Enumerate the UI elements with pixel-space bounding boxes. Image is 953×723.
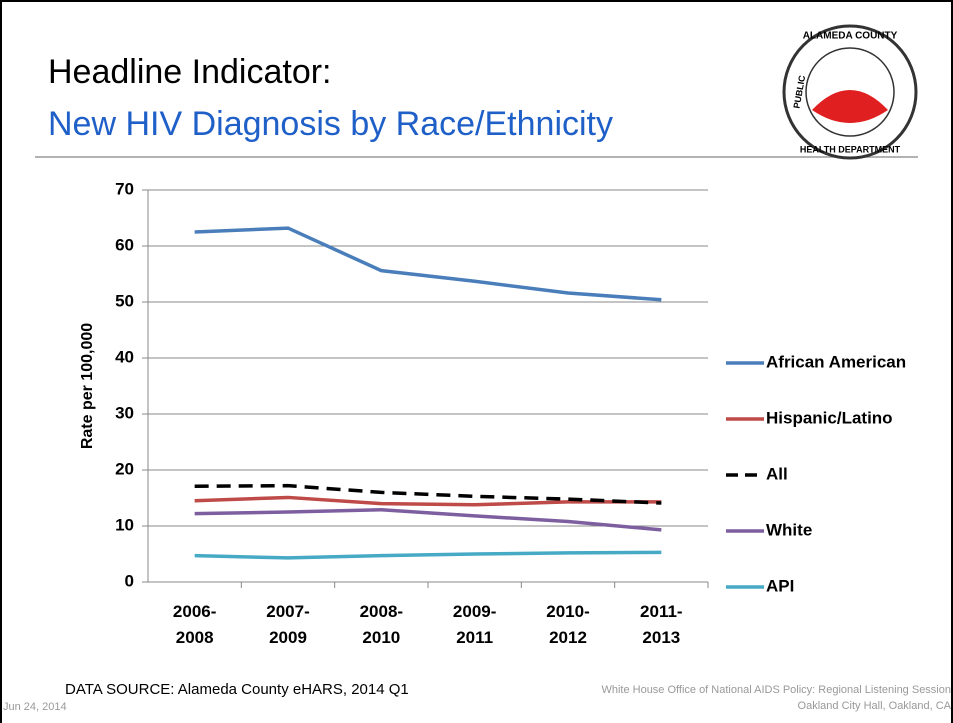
series-line	[194, 508, 662, 532]
y-tick-label: 50	[115, 291, 134, 310]
footer: White House Office of National AIDS Poli…	[601, 684, 951, 696]
y-tick-label: 20	[115, 459, 134, 478]
series-line	[194, 226, 662, 302]
x-tick-label: 2011-2013	[640, 602, 683, 647]
legend-label: White	[766, 520, 812, 539]
series-line	[194, 495, 662, 507]
y-tick-label: 30	[115, 403, 134, 422]
x-tick-label: 2010-2012	[546, 602, 590, 647]
slide-subtitle: New HIV Diagnosis by Race/Ethnicity	[48, 105, 613, 143]
y-tick-label: 40	[115, 347, 134, 366]
slide-title: Headline Indicator:	[48, 53, 332, 91]
y-tick-label: 10	[115, 515, 134, 534]
y-tick-label: 60	[115, 235, 134, 254]
legend-label: African American	[766, 352, 906, 371]
x-tick-label: 2008-2010	[359, 602, 404, 647]
logo-text: ALAMEDA COUNTY	[803, 31, 898, 42]
data-source: DATA SOURCE: Alameda County eHARS, 2014 …	[65, 681, 409, 698]
logo: ALAMEDA COUNTY PUBLIC HEALTH DEPARTMENT	[782, 24, 918, 160]
legend-label: All	[766, 464, 788, 483]
series-line	[194, 550, 662, 560]
y-axis-label: Rate per 100,000	[79, 323, 96, 449]
legend-label: API	[766, 576, 794, 595]
legend-label: Hispanic/Latino	[766, 408, 893, 427]
x-tick-label: 2007-2009	[266, 602, 310, 647]
footer: Oakland City Hall, Oakland, CA	[798, 700, 952, 712]
x-tick-label: 2009-2011	[452, 602, 497, 647]
y-tick-label: 0	[125, 571, 134, 590]
date: Jun 24, 2014	[3, 701, 67, 713]
y-tick-label: 70	[115, 179, 134, 198]
x-tick-label: 2006-2008	[172, 602, 217, 647]
logo-red	[812, 90, 888, 123]
logo-text: HEALTH DEPARTMENT	[800, 144, 901, 154]
series-line	[194, 483, 662, 505]
